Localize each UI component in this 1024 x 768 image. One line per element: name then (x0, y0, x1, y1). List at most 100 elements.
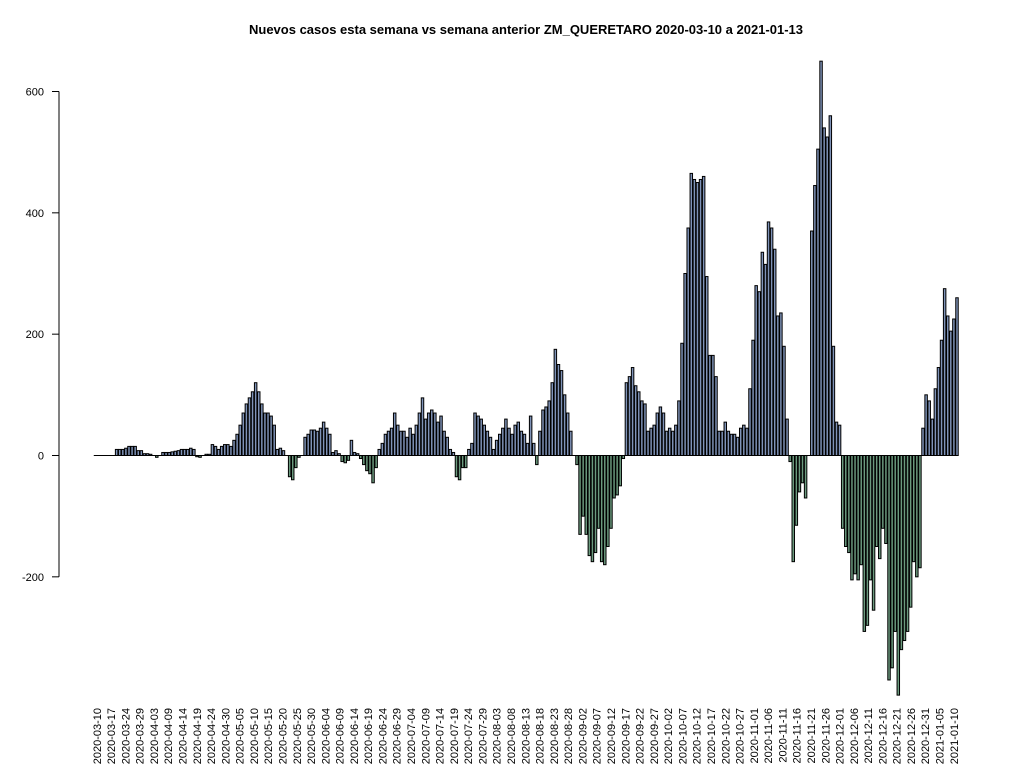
x-tick-label: 2020-08-28 (563, 708, 575, 764)
bar (383, 433, 388, 456)
bar (912, 455, 916, 563)
bar (210, 444, 215, 456)
x-tick-label: 2020-04-03 (149, 708, 161, 764)
x-tick-label: 2020-04-30 (220, 708, 232, 764)
bar (498, 433, 502, 456)
bar (933, 388, 938, 456)
bar (949, 330, 953, 457)
y-tick-label: 600 (26, 87, 44, 99)
bar (689, 172, 694, 456)
x-tick-label: 2020-11-26 (820, 708, 832, 763)
bar (615, 455, 619, 496)
x-tick-label: 2020-07-14 (435, 708, 447, 764)
bar (244, 403, 249, 456)
bar (587, 455, 592, 557)
bar (745, 427, 749, 457)
x-tick-label: 2020-12-26 (906, 708, 918, 764)
bar (658, 406, 663, 456)
bar (519, 430, 524, 457)
bar (652, 424, 656, 457)
bar (216, 448, 221, 456)
bar (349, 439, 354, 456)
bar (263, 412, 267, 456)
bar (238, 424, 242, 457)
bar (791, 455, 795, 563)
bar (266, 412, 270, 456)
bar (121, 448, 125, 456)
x-tick-label: 2020-08-23 (549, 708, 561, 764)
bar (902, 455, 907, 642)
bar (207, 453, 212, 457)
bar (556, 364, 561, 456)
bar (803, 455, 808, 499)
bar (173, 450, 178, 456)
bar (436, 421, 440, 457)
bar (748, 388, 752, 456)
bar (219, 445, 224, 456)
x-tick-label: 2020-05-05 (235, 708, 247, 764)
bar (516, 421, 521, 457)
bar (531, 442, 536, 456)
x-tick-label: 2020-06-09 (335, 708, 347, 764)
bar (309, 429, 314, 456)
bar (609, 455, 613, 529)
bar (874, 455, 879, 547)
bar (723, 421, 728, 457)
x-tick-label: 2020-10-07 (677, 708, 689, 764)
bar (176, 450, 181, 456)
bar (603, 455, 607, 566)
bar (167, 451, 171, 457)
bar (538, 430, 542, 457)
bar (291, 455, 295, 481)
bar (569, 430, 573, 457)
x-tick-label: 2020-11-16 (792, 708, 804, 763)
x-tick-label: 2020-10-22 (720, 708, 732, 764)
x-tick-label: 2020-05-10 (249, 708, 261, 764)
bar (457, 455, 462, 481)
bar (485, 430, 490, 457)
bar (810, 230, 814, 456)
bar (247, 397, 252, 456)
bar (402, 430, 406, 457)
bar (794, 455, 799, 526)
x-tick-label: 2020-03-24 (120, 708, 132, 764)
bar (142, 453, 147, 456)
x-tick-label: 2020-10-27 (735, 708, 747, 764)
bar (303, 436, 307, 456)
bar (423, 418, 428, 457)
bar (630, 367, 635, 456)
bar (204, 453, 208, 457)
bar (677, 400, 681, 456)
x-tick-label: 2020-12-06 (849, 708, 861, 764)
bar (501, 427, 505, 457)
x-tick-label: 2020-08-08 (506, 708, 518, 764)
bar (955, 297, 959, 456)
bar (593, 455, 598, 554)
bar (371, 455, 375, 484)
bar (386, 430, 391, 457)
bar (575, 455, 579, 466)
x-tick-label: 2020-05-25 (292, 708, 304, 764)
bar (618, 455, 622, 487)
bar (698, 178, 703, 456)
bar (871, 455, 876, 611)
bar (420, 397, 425, 456)
x-tick-label: 2020-09-22 (635, 708, 647, 764)
bar (226, 444, 230, 456)
bar (476, 415, 480, 457)
bar (785, 418, 789, 457)
bar (828, 115, 833, 457)
x-tick-label: 2020-12-21 (892, 708, 904, 764)
x-tick-label: 2020-10-12 (692, 708, 704, 764)
bar (837, 424, 842, 457)
bar (686, 227, 690, 456)
bar (847, 455, 851, 554)
bar (179, 448, 184, 456)
bar (374, 455, 378, 469)
bar (584, 455, 588, 535)
bar (399, 430, 403, 457)
x-tick-label: 2020-10-17 (706, 708, 718, 764)
bar (189, 447, 193, 457)
bar (924, 394, 928, 456)
bar (198, 455, 202, 458)
